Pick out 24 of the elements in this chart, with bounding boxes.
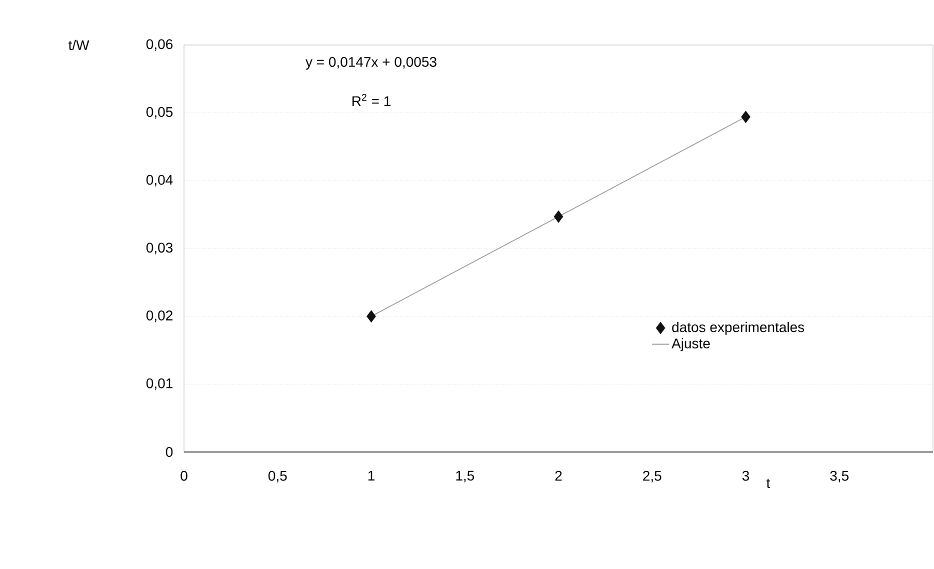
y-tick-label: 0,04 — [146, 174, 173, 186]
y-axis-title: t/W — [68, 40, 90, 50]
y-tick-label: 0,03 — [146, 242, 173, 254]
annotation: R$^{2}$ = 1 — [352, 94, 390, 106]
x-tick-label: 0,5 — [268, 470, 287, 482]
y-tick-label: 0 — [166, 447, 173, 457]
y-tick-label: 0,05 — [146, 107, 173, 119]
point — [366, 310, 376, 323]
x-tick-label: 1 — [368, 470, 374, 480]
x-tick-label: 2,5 — [643, 470, 662, 482]
x-tick-label: 2 — [555, 470, 562, 481]
annotation: y = 0,0147x + 0,0053 — [306, 56, 436, 70]
point — [741, 110, 750, 124]
x-tick-label: 3,5 — [830, 470, 849, 482]
y-tick-label: 0,02 — [146, 310, 172, 322]
y-tick-label: 0,06 — [146, 39, 173, 51]
y-tick-label: 0,01 — [146, 378, 172, 390]
legend-label: Ajuste — [672, 338, 710, 352]
x-tick-label: 3 — [742, 470, 750, 481]
x-tick-label: 0 — [180, 470, 188, 481]
legend-label: datos experimentales — [672, 322, 804, 335]
point — [554, 210, 564, 223]
x-axis-title: t — [766, 478, 770, 488]
x-tick-label: 1,5 — [456, 470, 474, 482]
